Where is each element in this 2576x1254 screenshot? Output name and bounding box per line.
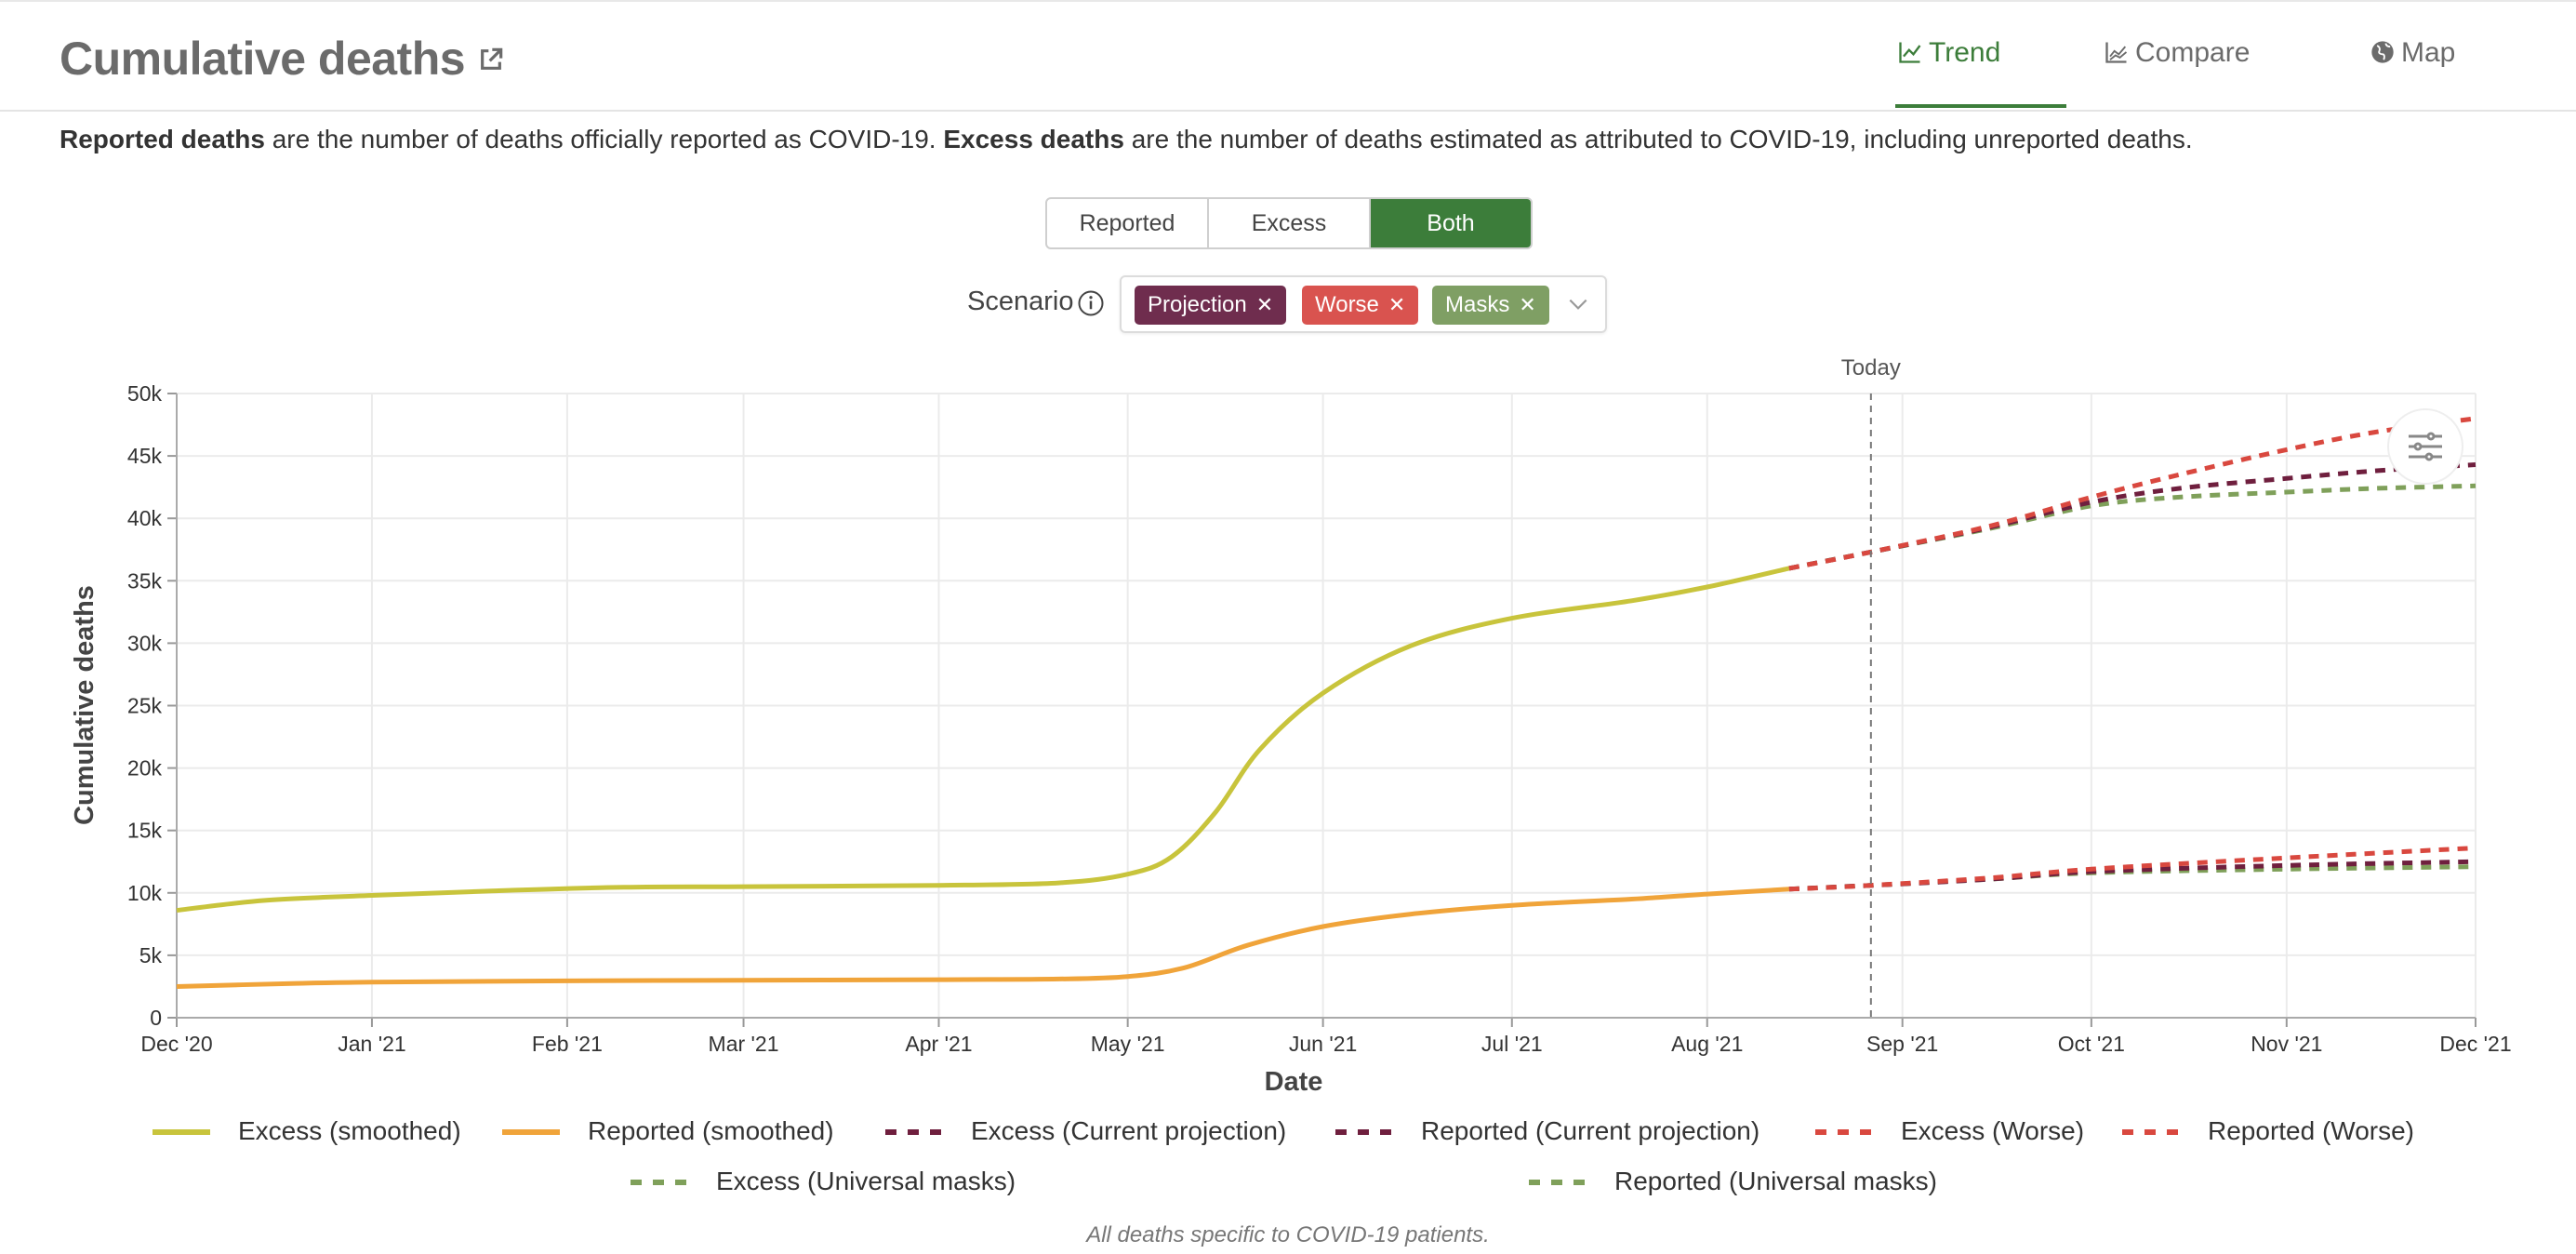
close-icon[interactable]: ✕: [1388, 293, 1406, 316]
series-line-excess-worse: [1788, 416, 2476, 571]
legend-swatch: [502, 1129, 560, 1135]
globe-icon: [2371, 41, 2394, 63]
legend-label: Excess (Universal masks): [716, 1167, 1016, 1195]
series-line-reported-smoothed: [176, 887, 1789, 989]
chart-series: [176, 416, 2476, 989]
series-line-excess-smoothed: [176, 566, 1790, 914]
chip-label: Projection: [1148, 292, 1247, 317]
description: Reported deaths are the number of deaths…: [60, 125, 2193, 154]
legend-label: Reported (Current projection): [1421, 1116, 1760, 1145]
close-icon[interactable]: ✕: [1519, 293, 1536, 316]
tab-compare-label: Compare: [2135, 37, 2251, 68]
y-tick-label: 10k: [127, 881, 163, 905]
scenario-select[interactable]: Projection ✕ Worse ✕ Masks ✕: [1120, 275, 1607, 333]
x-tick-label: Apr '21: [905, 1032, 972, 1056]
external-link-icon[interactable]: [476, 45, 506, 74]
legend-label: Reported (Worse): [2208, 1116, 2415, 1145]
today-marker: Today: [1841, 355, 1901, 1018]
toggle-both-button[interactable]: Both: [1371, 199, 1531, 247]
y-tick-label: 25k: [127, 694, 163, 718]
toggle-excess-button[interactable]: Excess: [1209, 199, 1371, 247]
y-axis-label: Cumulative deaths: [70, 585, 100, 825]
page-header: Cumulative deaths Trend Compare Map: [0, 0, 2576, 112]
x-tick-label: May '21: [1091, 1032, 1165, 1056]
chip-label: Masks: [1445, 292, 1510, 317]
toggle-reported-button[interactable]: Reported: [1047, 199, 1209, 247]
x-tick-label: Jun '21: [1289, 1032, 1357, 1056]
x-tick-label: Nov '21: [2251, 1032, 2322, 1056]
series-line-excess-current-projection: [1788, 462, 2476, 571]
legend-label: Excess (smoothed): [238, 1116, 461, 1145]
y-tick-label: 20k: [127, 756, 163, 780]
chart-axes: 0 5k 10k 15k 20k 25k 30k 35k 40k 45k 50k Dec '20 Jan…: [127, 381, 2512, 1056]
compare-chart-icon: [2105, 42, 2128, 63]
legend-swatch: [2122, 1129, 2180, 1135]
legend-swatch: [631, 1180, 688, 1185]
today-label: Today: [1841, 355, 1901, 380]
tab-map[interactable]: Map: [2370, 37, 2455, 108]
legend-label: Reported (Universal masks): [1614, 1167, 1937, 1195]
x-tick-label: Aug '21: [1671, 1032, 1743, 1056]
tab-map-label: Map: [2401, 37, 2456, 68]
legend-swatch: [885, 1129, 943, 1135]
x-tick-label: Oct '21: [2058, 1032, 2125, 1056]
x-tick-label: Dec '21: [2439, 1032, 2511, 1056]
y-tick-label: 30k: [127, 631, 163, 655]
legend-swatch: [1815, 1129, 1873, 1135]
legend-swatch: [153, 1129, 210, 1135]
legend-label: Excess (Current projection): [971, 1116, 1287, 1145]
series-line-reported-worse: [1788, 846, 2476, 892]
legend-swatch: [1335, 1129, 1393, 1135]
legend-label: Reported (smoothed): [588, 1116, 834, 1145]
top-border: [0, 0, 2576, 2]
x-tick-label: Jan '21: [338, 1032, 405, 1056]
reported-term: Reported deaths: [60, 125, 265, 153]
y-tick-label: 50k: [127, 381, 163, 406]
y-tick-label: 15k: [127, 819, 163, 843]
line-chart-icon: [1899, 42, 1921, 63]
scenario-chip-projection[interactable]: Projection ✕: [1135, 286, 1287, 325]
excess-term: Excess deaths: [943, 125, 1124, 153]
tab-compare[interactable]: Compare: [2104, 37, 2250, 108]
x-tick-label: Sep '21: [1866, 1032, 1938, 1056]
x-tick-label: Mar '21: [709, 1032, 779, 1056]
chevron-down-icon[interactable]: [1566, 292, 1590, 316]
x-tick-label: Dec '20: [140, 1032, 212, 1056]
info-icon[interactable]: [1077, 289, 1105, 317]
x-axis-label: Date: [1265, 1067, 1323, 1097]
page-title: Cumulative deaths: [60, 33, 466, 85]
tab-trend[interactable]: Trend: [1895, 37, 2066, 108]
y-tick-label: 45k: [127, 444, 163, 468]
reported-text: are the number of deaths officially repo…: [264, 125, 944, 153]
data-toggle: Reported Excess Both: [1045, 197, 1533, 249]
chip-label: Worse: [1315, 292, 1379, 317]
chart-settings-button[interactable]: [2387, 408, 2463, 485]
y-tick-label: 35k: [127, 568, 163, 593]
scenario-chip-worse[interactable]: Worse ✕: [1302, 286, 1419, 325]
y-tick-label: 40k: [127, 506, 163, 530]
scenario-chip-masks[interactable]: Masks ✕: [1432, 286, 1549, 325]
y-tick-label: 0: [150, 1006, 162, 1030]
legend-label: Excess (Worse): [1901, 1116, 2085, 1145]
close-icon[interactable]: ✕: [1255, 293, 1274, 316]
tab-trend-label: Trend: [1929, 37, 2001, 68]
x-tick-label: Jul '21: [1481, 1032, 1543, 1056]
chart-grid: [176, 393, 2476, 1019]
footnote: All deaths specific to COVID-19 patients…: [1086, 1222, 1490, 1247]
scenario-label: Scenario: [967, 287, 1074, 316]
series-line-excess-universal-masks: [1788, 483, 2476, 571]
y-tick-label: 5k: [139, 943, 163, 967]
excess-text: are the number of deaths estimated as at…: [1123, 125, 2193, 153]
x-tick-label: Feb '21: [532, 1032, 603, 1056]
sliders-icon: [2409, 432, 2442, 461]
legend-swatch: [1529, 1180, 1587, 1185]
